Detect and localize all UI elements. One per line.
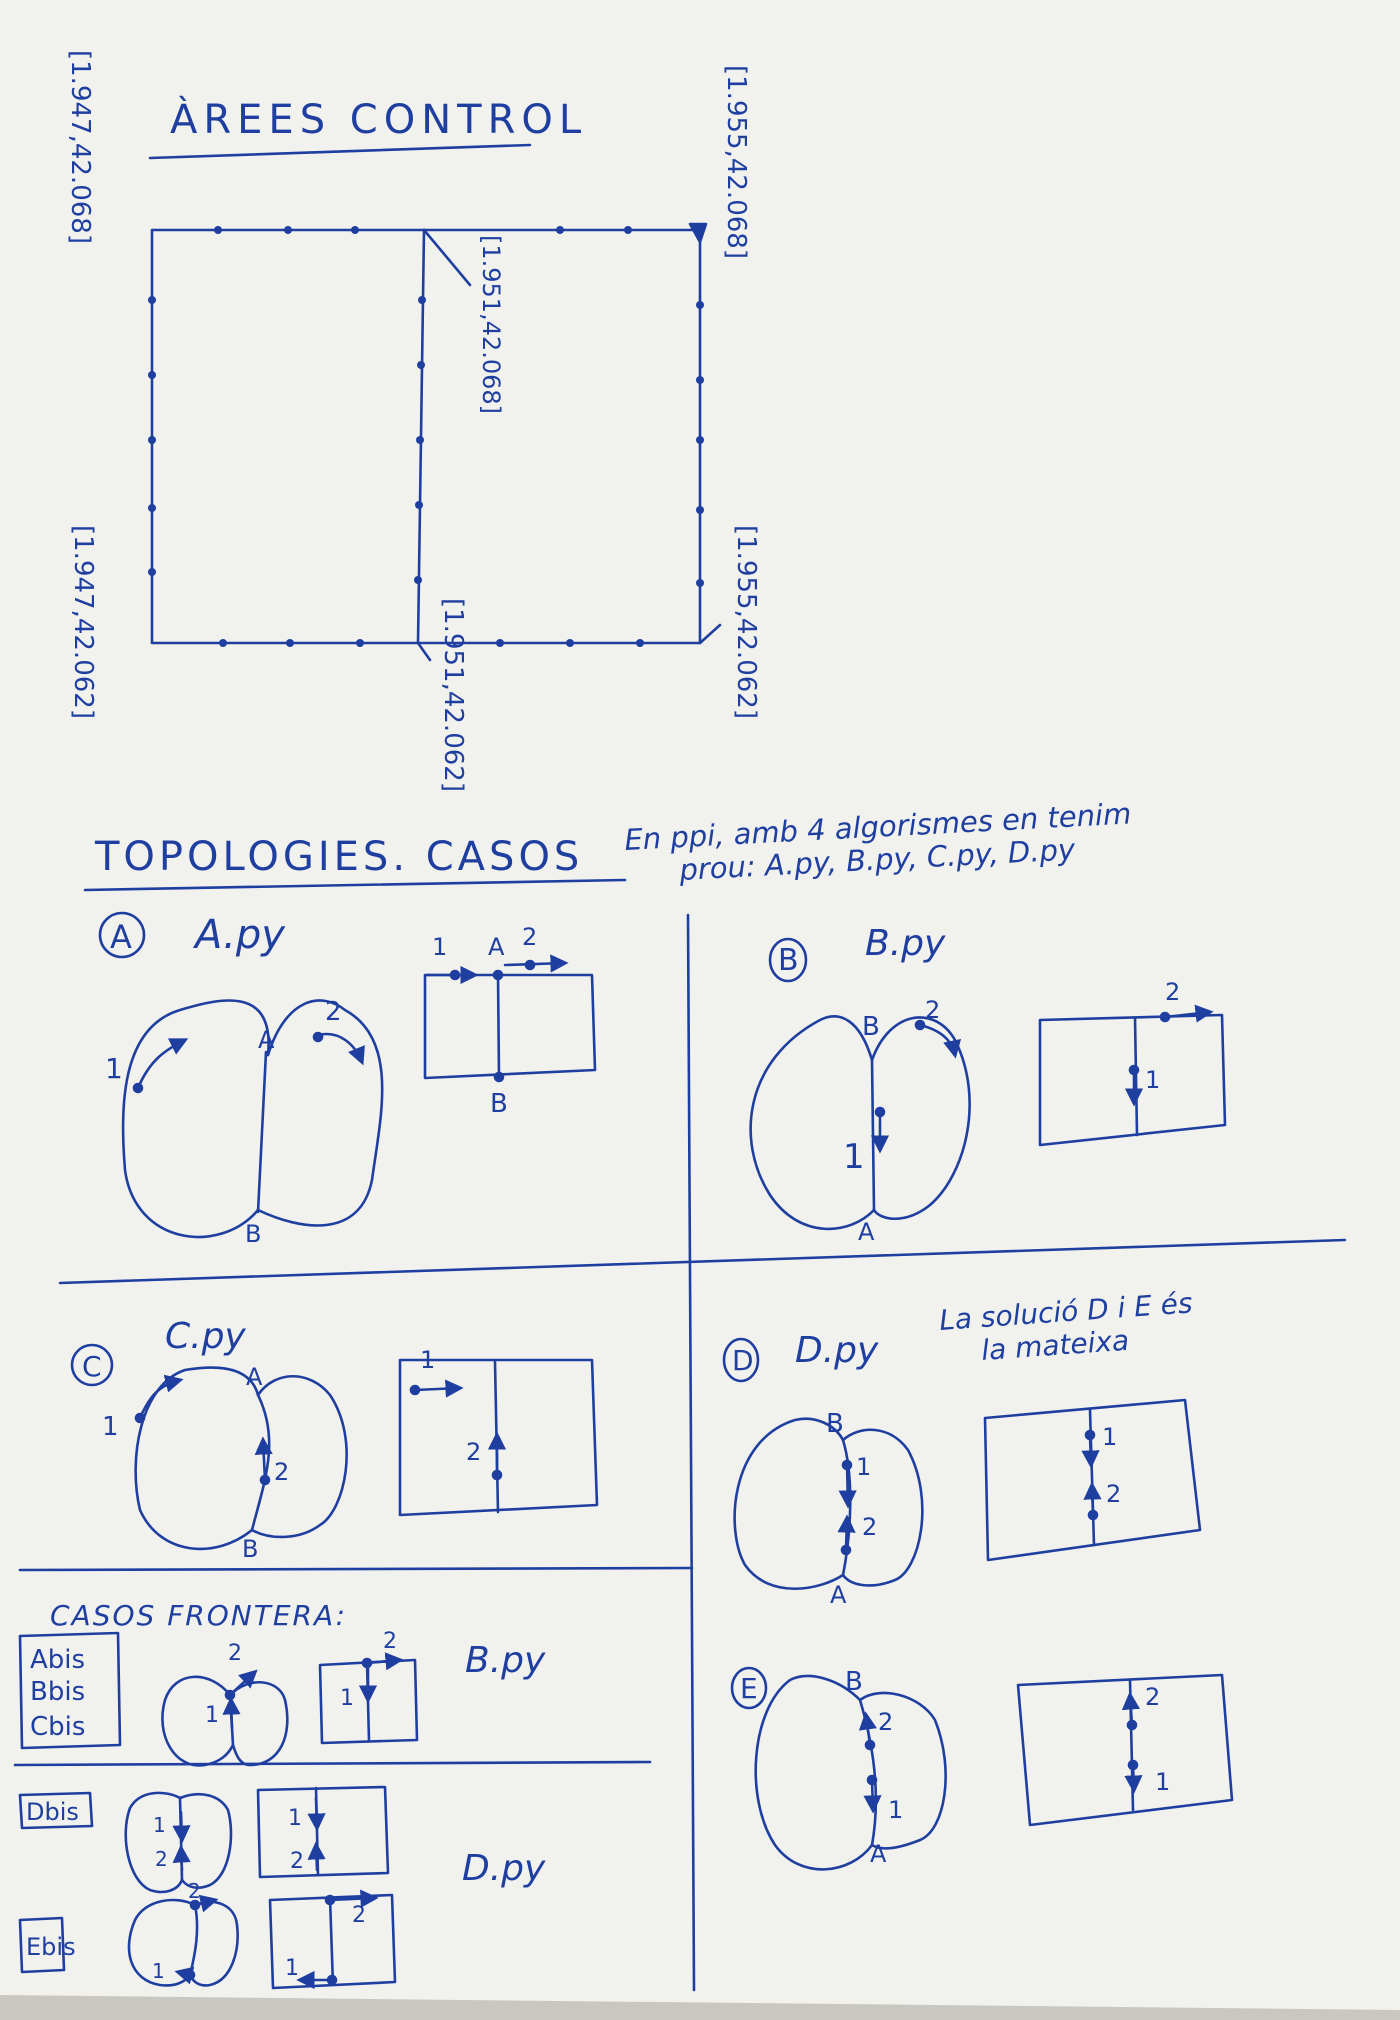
section-dividers [13,913,1347,1992]
case-a-script: A.py [192,912,286,958]
case-a-label-1: 1 [105,1052,123,1085]
frontera-e-label-2: 2 [188,1879,201,1903]
case-e-diagram [730,1666,1234,1871]
case-e-letter: E [740,1672,758,1705]
case-a-diagram [98,911,597,1239]
case-e-label-a: A [870,1840,887,1868]
grid-vertices [148,226,704,647]
frontera-a-label-2: 2 [228,1641,242,1666]
case-c-label-2: 2 [274,1458,289,1486]
coord-top-right: [1.955,42.068] [721,65,751,259]
case-b-label-a: A [858,1218,875,1246]
title-underline [148,143,532,160]
case-a-label-a: A [258,1026,275,1054]
coord-mid-top: [1.951,42.068] [477,235,505,414]
frontera-e-grid-label-1: 1 [285,1956,299,1981]
case-a-grid-label-2: 2 [522,923,537,951]
frontera-e-grid-label-2: 2 [352,1903,366,1928]
case-a-grid-label-a: A [488,933,505,961]
case-b-label-2: 2 [925,996,940,1024]
case-c-label-1: 1 [102,1412,119,1442]
case-b-letter: B [778,943,799,978]
title: ÀREES CONTROL [170,95,587,143]
case-c-grid-label-1: 1 [420,1346,435,1374]
case-e-label-1: 1 [888,1796,903,1824]
case-d-label-1: 1 [856,1453,871,1481]
case-d-script: D.py [795,1330,879,1371]
frontera-d-grid-label-2: 2 [290,1849,304,1874]
frontera-box-line2: Bbis [30,1677,85,1707]
case-c-letter: C [82,1350,102,1383]
coord-top-left: [1.947,42.068] [65,50,95,244]
case-c-diagram [70,1343,599,1551]
topologies-underline [83,878,627,892]
case-d-label-a: A [830,1581,847,1609]
case-b-label-1: 1 [843,1137,865,1177]
case-d-diagram [722,1337,1202,1591]
frontera-a-grid-label-2: 2 [383,1629,397,1654]
topologies-heading: TOPOLOGIES. CASOS [94,834,583,880]
case-a-label-2: 2 [325,997,342,1027]
case-a-grid-label-1: 1 [432,933,447,961]
frontera-heading: CASOS FRONTERA: [50,1599,347,1632]
case-c-label-a: A [246,1363,263,1391]
case-e-grid-label-2: 2 [1145,1683,1160,1711]
case-a-letter: A [110,918,132,956]
frontera-d-label-1: 1 [153,1813,166,1837]
coord-bottom-left: [1.947,42.062] [68,525,98,719]
case-a-grid-label-b: B [490,1089,508,1119]
case-c-script: C.py [165,1316,246,1357]
frontera-script1: B.py [465,1640,546,1681]
coord-mid-bottom: [1.951,42.062] [438,598,468,792]
case-a-label-b: B [245,1220,261,1248]
case-c-grid-label-2: 2 [466,1438,481,1466]
frontera-d-grid-label-1: 1 [288,1806,302,1831]
case-e-grid-label-1: 1 [1155,1768,1170,1796]
frontera-ebis: Ebis [26,1933,76,1961]
case-c-label-b: B [242,1535,258,1563]
frontera-e-label-1: 1 [152,1959,165,1983]
case-e-label-b: B [845,1667,863,1697]
frontera-a-label-1: 1 [205,1703,219,1728]
case-d-label-2: 2 [862,1513,877,1541]
case-b-label-b: B [862,1012,880,1042]
case-d-label-b: B [826,1409,844,1439]
case-e-label-2: 2 [878,1708,893,1736]
case-b-grid-label-1: 1 [1145,1066,1160,1094]
frontera-d-label-2: 2 [155,1847,168,1871]
case-b-script: B.py [865,923,946,964]
frontera-dbis: Dbis [26,1798,79,1826]
coord-bottom-right: [1.955,42.062] [731,525,761,719]
frontera-bis-diagrams [18,1631,419,1990]
case-b-diagram [749,937,1227,1231]
case-d-letter: D [732,1344,754,1377]
frontera-script2: D.py [462,1848,546,1889]
case-d-grid-label-1: 1 [1102,1423,1117,1451]
frontera-a-grid-label-1: 1 [340,1686,354,1711]
frontera-box-line3: Cbis [30,1712,85,1742]
case-d-grid-label-2: 2 [1106,1480,1121,1508]
case-b-grid-label-2: 2 [1165,978,1180,1006]
frontera-box-line1: Abis [30,1645,85,1675]
